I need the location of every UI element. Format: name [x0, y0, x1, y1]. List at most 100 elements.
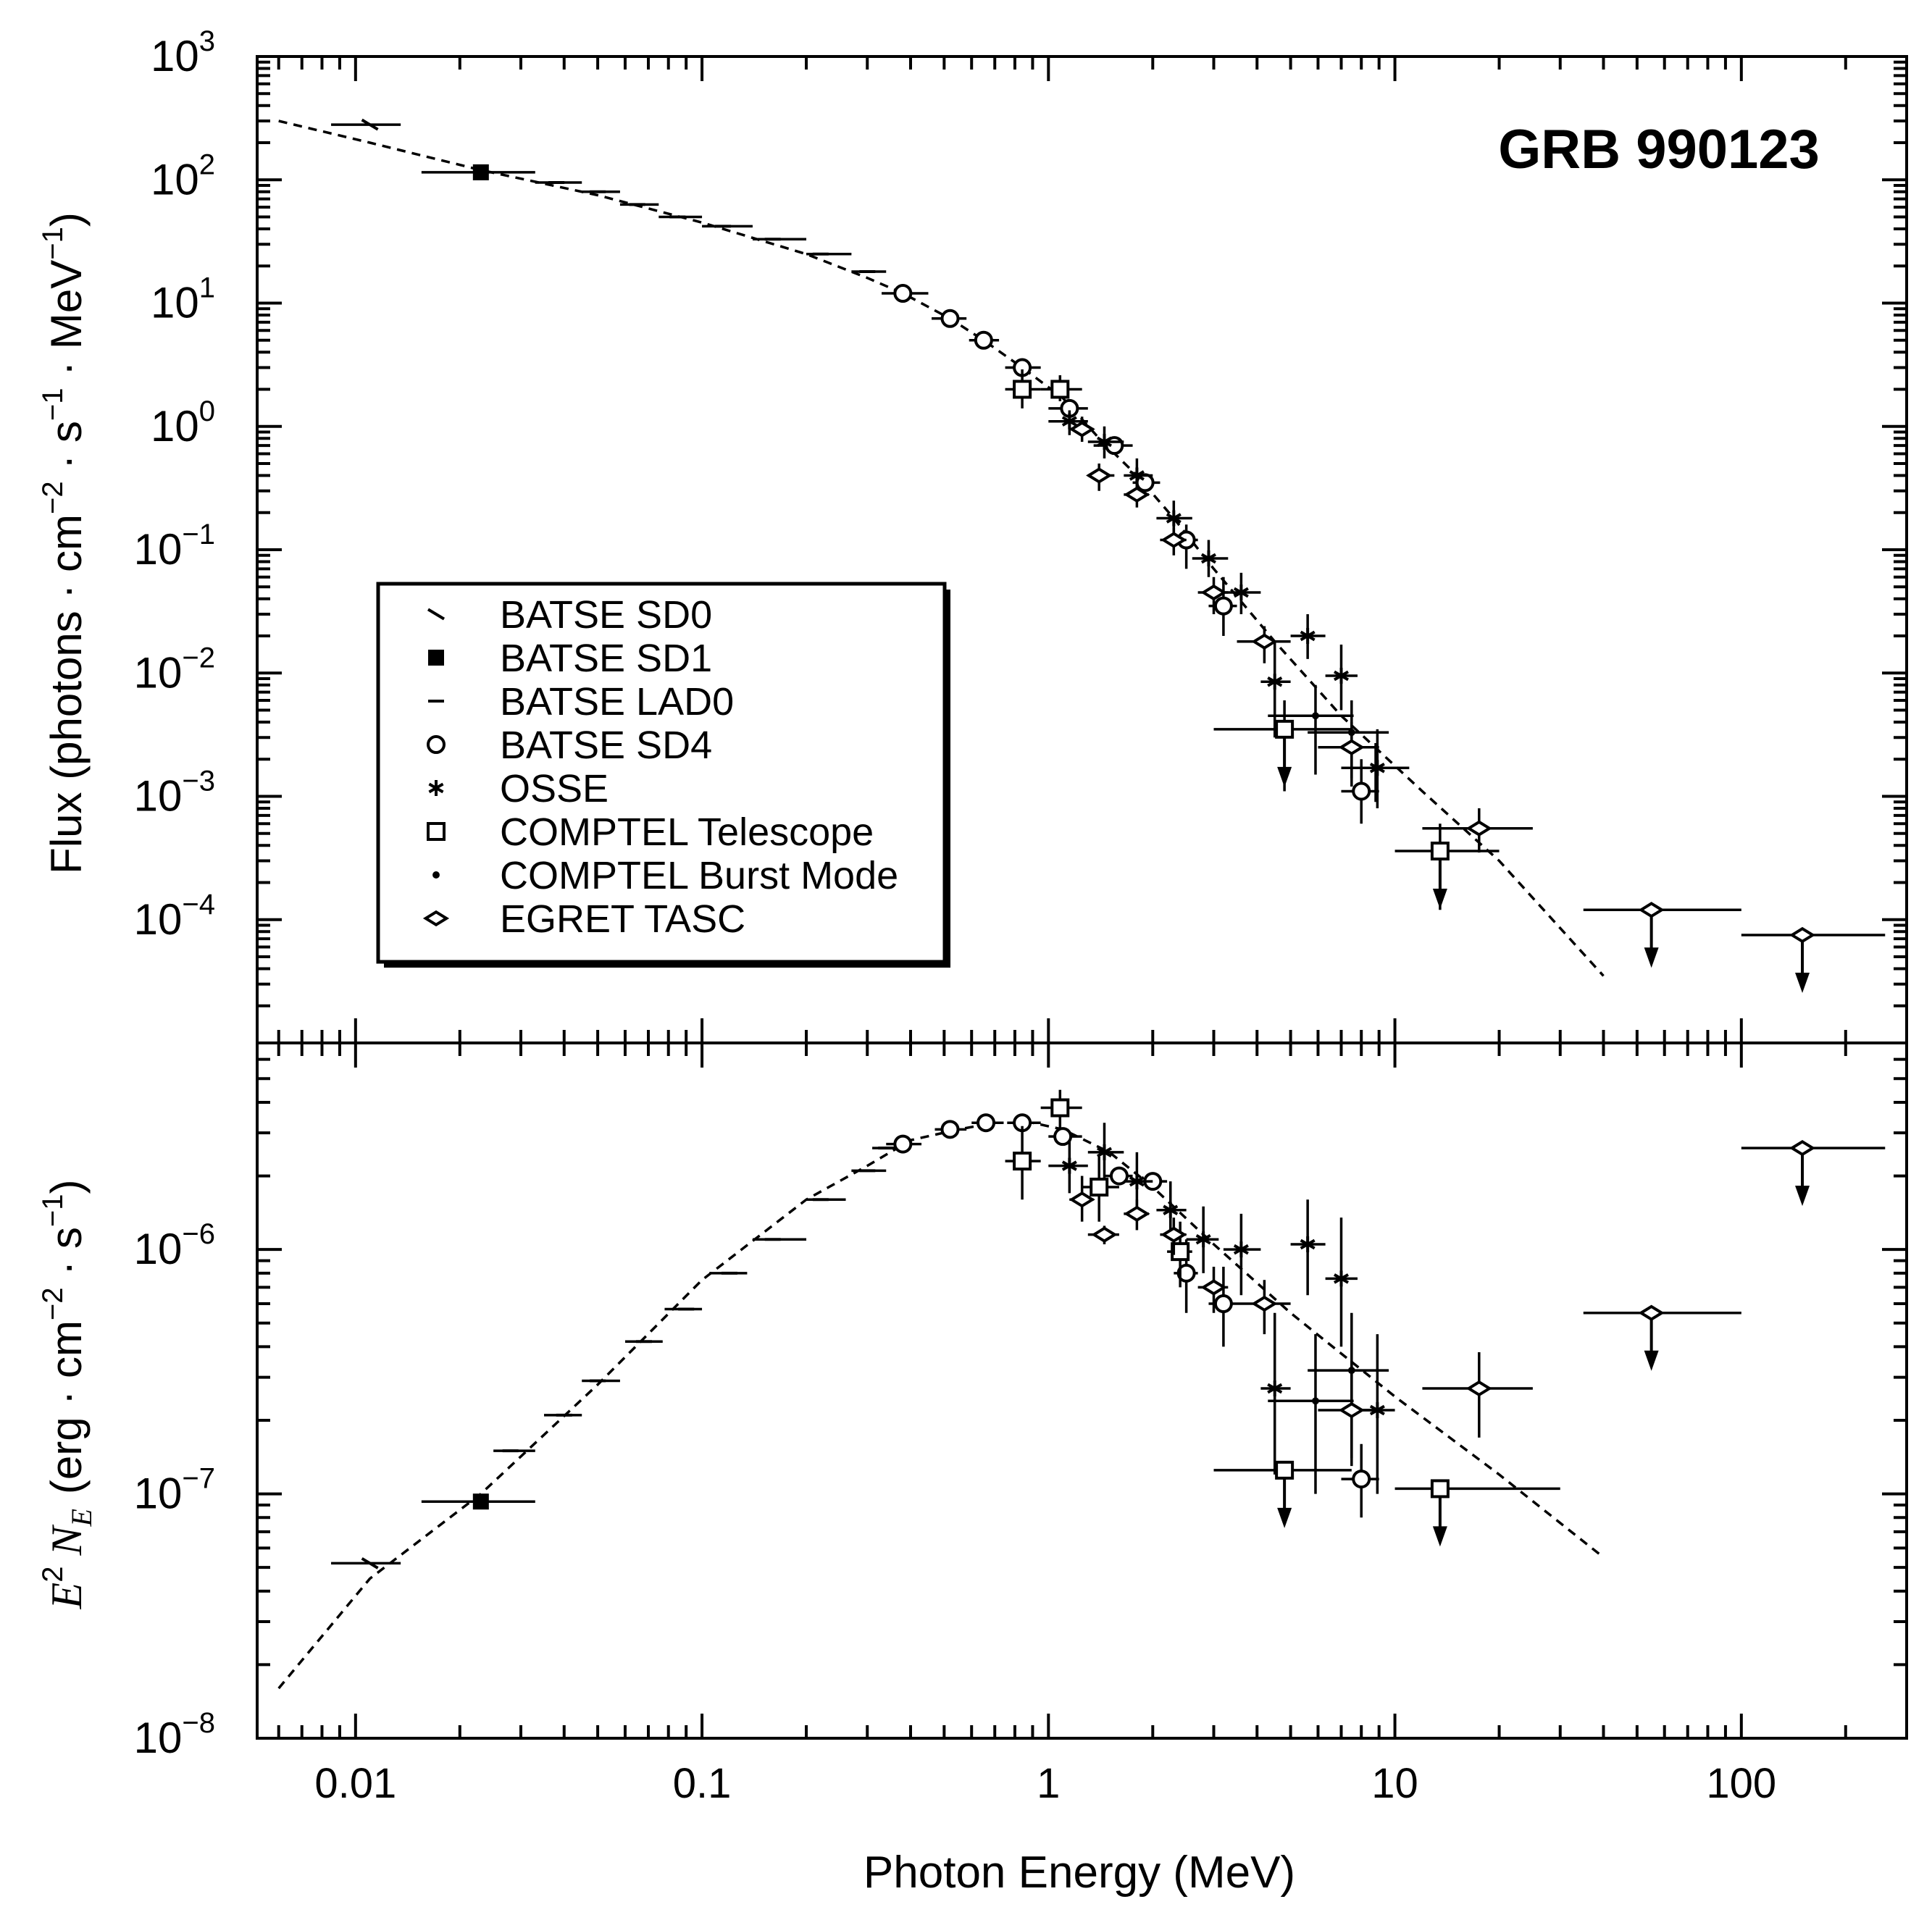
marker-open-diamond	[1251, 1295, 1278, 1312]
upper-limit-arrow-head	[1432, 1526, 1447, 1547]
marker-open-square	[1050, 1098, 1070, 1118]
marker-open-diamond	[1069, 1191, 1095, 1208]
marker-open-circle	[1352, 1470, 1371, 1489]
series-egret-tasc	[1069, 416, 1886, 994]
data-point	[1197, 577, 1229, 615]
energy-flux-panel: 10−6 10−7 10−8 0.01 0.1 1 10 100	[134, 1041, 1908, 1807]
data-point	[1040, 1089, 1082, 1130]
data-point	[1741, 1139, 1886, 1207]
marker-open-diamond	[1161, 532, 1187, 548]
x-tick-label: 0.1	[673, 1760, 732, 1807]
data-point	[1048, 1127, 1082, 1147]
marker-open-diamond	[1465, 1380, 1492, 1397]
marker-asterisk	[1096, 434, 1113, 450]
marker-asterisk	[1195, 1231, 1211, 1248]
legend-label: OSSE	[500, 767, 609, 810]
x-tick-label: 100	[1706, 1760, 1776, 1807]
legend-label: EGRET TASC	[500, 897, 745, 941]
asterisk-stroke	[1129, 470, 1145, 481]
marker-asterisk	[1300, 1236, 1316, 1253]
bottom-y-axis-label: E2 NE(erg · cm−2 · s−1)	[37, 1180, 98, 1610]
data-point	[971, 1113, 1001, 1133]
data-point	[1260, 641, 1291, 738]
data-point	[1005, 369, 1041, 408]
data-point	[421, 1493, 535, 1510]
marker-dot	[432, 871, 440, 879]
legend-label: BATSE SD1	[500, 637, 712, 680]
marker-open-diamond	[1638, 1304, 1665, 1321]
asterisk-stroke	[1267, 676, 1283, 687]
marker-open-diamond	[1465, 820, 1492, 837]
marker-open-square	[1013, 1152, 1032, 1171]
data-point	[1325, 645, 1358, 711]
data-point	[1422, 1351, 1533, 1438]
marker-open-circle	[893, 1134, 913, 1154]
marker-filled-square	[472, 1493, 489, 1510]
upper-limit-arrow-head	[1795, 1186, 1810, 1207]
flux-panel: 103 102 101 100 10−1 10−2 10−3 10−4	[134, 25, 1908, 1044]
marker-open-diamond	[1338, 1401, 1365, 1419]
data-point	[1213, 1460, 1352, 1528]
marker-open-circle	[977, 1113, 996, 1133]
marker-asterisk	[428, 780, 444, 796]
upper-limit-arrow-head	[1277, 766, 1292, 787]
marker-open-square	[1013, 380, 1032, 399]
marker-filled-square	[428, 650, 444, 666]
data-point	[1318, 1360, 1379, 1467]
marker-asterisk	[1233, 1241, 1249, 1258]
marker-asterisk	[1200, 550, 1216, 567]
data-point	[1268, 1334, 1354, 1494]
data-point	[1160, 528, 1187, 556]
marker-asterisk	[1061, 413, 1077, 429]
marker-asterisk	[1233, 584, 1249, 601]
data-point	[1197, 1266, 1229, 1313]
marker-open-circle	[1053, 1127, 1073, 1147]
series-comptel-telescope	[1005, 369, 1500, 910]
asterisk-stroke	[1096, 1147, 1113, 1158]
data-point	[1583, 1304, 1741, 1371]
x-tick-label: 0.01	[314, 1760, 396, 1807]
asterisk-stroke	[1166, 513, 1182, 524]
marker-asterisk	[1166, 510, 1182, 527]
series-batse-sd1	[421, 1493, 535, 1510]
data-point	[1290, 614, 1326, 659]
data-point	[1087, 1225, 1119, 1245]
data-point	[1124, 1199, 1150, 1231]
asterisk-stroke	[1061, 416, 1077, 427]
marker-open-circle	[893, 284, 913, 303]
y-tick-label: 103	[151, 25, 215, 80]
marker-open-circle	[974, 330, 993, 350]
data-point	[1087, 426, 1124, 458]
data-point	[1186, 1206, 1219, 1273]
marker-open-circle	[940, 309, 960, 328]
marker-open-diamond	[1161, 1226, 1187, 1243]
asterisk-stroke	[1163, 1204, 1179, 1215]
plot-frame	[256, 1041, 1908, 1740]
asterisk-stroke	[1267, 1383, 1283, 1394]
marker-open-diamond	[1789, 1139, 1816, 1157]
data-point	[886, 1134, 922, 1154]
asterisk-stroke	[1233, 587, 1249, 598]
legend-label: BATSE LAD0	[500, 680, 734, 724]
marker-open-diamond	[1200, 584, 1227, 601]
data-point	[1048, 410, 1088, 435]
y-tick-label: 10−4	[134, 889, 215, 944]
data-point	[1268, 684, 1354, 775]
marker-asterisk	[1333, 668, 1350, 684]
data-point	[1237, 626, 1291, 663]
legend-box	[376, 582, 947, 964]
data-point	[1583, 902, 1741, 968]
marker-open-diamond	[1200, 1279, 1227, 1296]
series-comptel-telescope	[1005, 1089, 1560, 1547]
chart-title: GRB 990123	[1498, 119, 1820, 180]
series-batse-sd4	[886, 1113, 1379, 1518]
data-point	[1040, 375, 1082, 401]
marker-open-diamond	[1638, 902, 1665, 918]
data-point	[934, 1120, 967, 1139]
data-point	[1086, 464, 1115, 491]
marker-backslash	[361, 1557, 379, 1569]
marker-open-diamond	[1338, 739, 1365, 755]
marker-backslash	[427, 608, 446, 621]
marker-open-diamond	[1086, 467, 1113, 484]
